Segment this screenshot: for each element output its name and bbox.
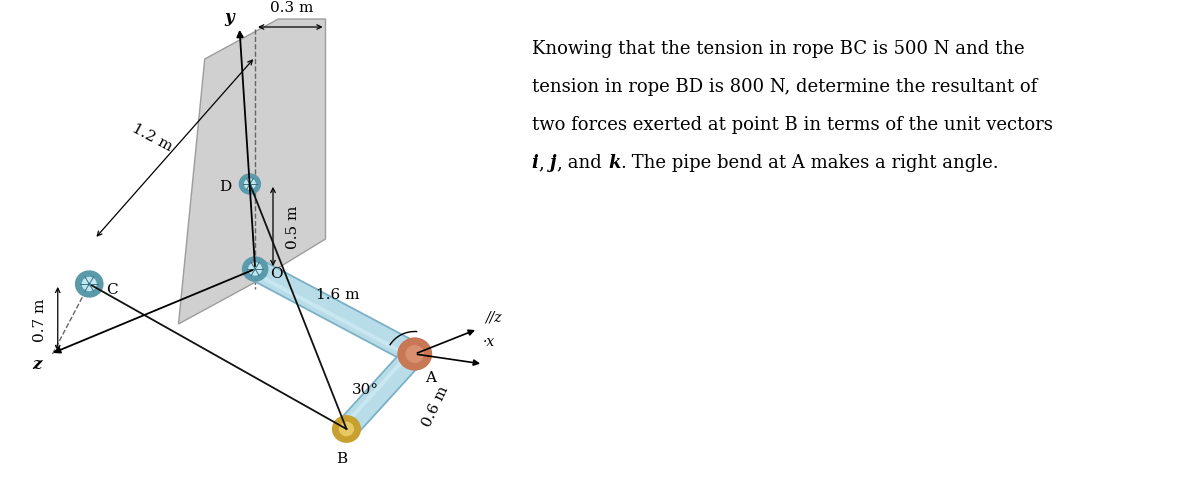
Circle shape	[76, 271, 103, 298]
Text: O: O	[270, 266, 282, 280]
Text: .: .	[620, 154, 626, 172]
Text: j: j	[551, 154, 557, 172]
Text: 1.6 m: 1.6 m	[317, 288, 360, 301]
Text: ,: ,	[539, 154, 545, 172]
Circle shape	[245, 180, 256, 190]
Polygon shape	[337, 347, 424, 436]
Text: C: C	[106, 282, 118, 296]
Text: ,: ,	[557, 154, 563, 172]
Polygon shape	[179, 20, 325, 324]
Text: two forces exerted at point B in terms of the unit vectors: two forces exerted at point B in terms o…	[532, 116, 1052, 134]
Text: k: k	[608, 154, 620, 172]
Circle shape	[332, 416, 360, 442]
Text: y: y	[224, 10, 234, 26]
Text: 0.3 m: 0.3 m	[270, 1, 313, 15]
Polygon shape	[250, 260, 420, 364]
Text: A: A	[425, 370, 437, 384]
Circle shape	[83, 278, 96, 291]
Text: and: and	[563, 154, 608, 172]
Circle shape	[239, 175, 260, 194]
Text: z: z	[32, 356, 42, 373]
Text: B: B	[336, 451, 347, 465]
Text: 0.6 m: 0.6 m	[420, 384, 451, 429]
Circle shape	[398, 338, 432, 370]
Text: D: D	[218, 180, 230, 193]
Text: //z: //z	[485, 311, 502, 324]
Text: Knowing that the tension in rope BC is 500 N and the: Knowing that the tension in rope BC is 5…	[532, 40, 1025, 58]
Text: i: i	[532, 154, 539, 172]
Polygon shape	[252, 271, 414, 360]
Text: tension in rope BD is 800 N, determine the resultant of: tension in rope BD is 800 N, determine t…	[532, 78, 1037, 96]
Text: 30°: 30°	[352, 382, 379, 396]
Circle shape	[248, 264, 262, 276]
Polygon shape	[342, 350, 413, 428]
Text: 1.2 m: 1.2 m	[130, 121, 175, 154]
Text: The pipe bend at A makes a right angle.: The pipe bend at A makes a right angle.	[626, 154, 998, 172]
Circle shape	[406, 346, 424, 362]
Text: 0.7 m: 0.7 m	[32, 298, 47, 341]
Text: 0.5 m: 0.5 m	[286, 205, 300, 249]
Circle shape	[242, 257, 268, 281]
Text: ·x: ·x	[482, 334, 496, 348]
Circle shape	[340, 422, 354, 436]
